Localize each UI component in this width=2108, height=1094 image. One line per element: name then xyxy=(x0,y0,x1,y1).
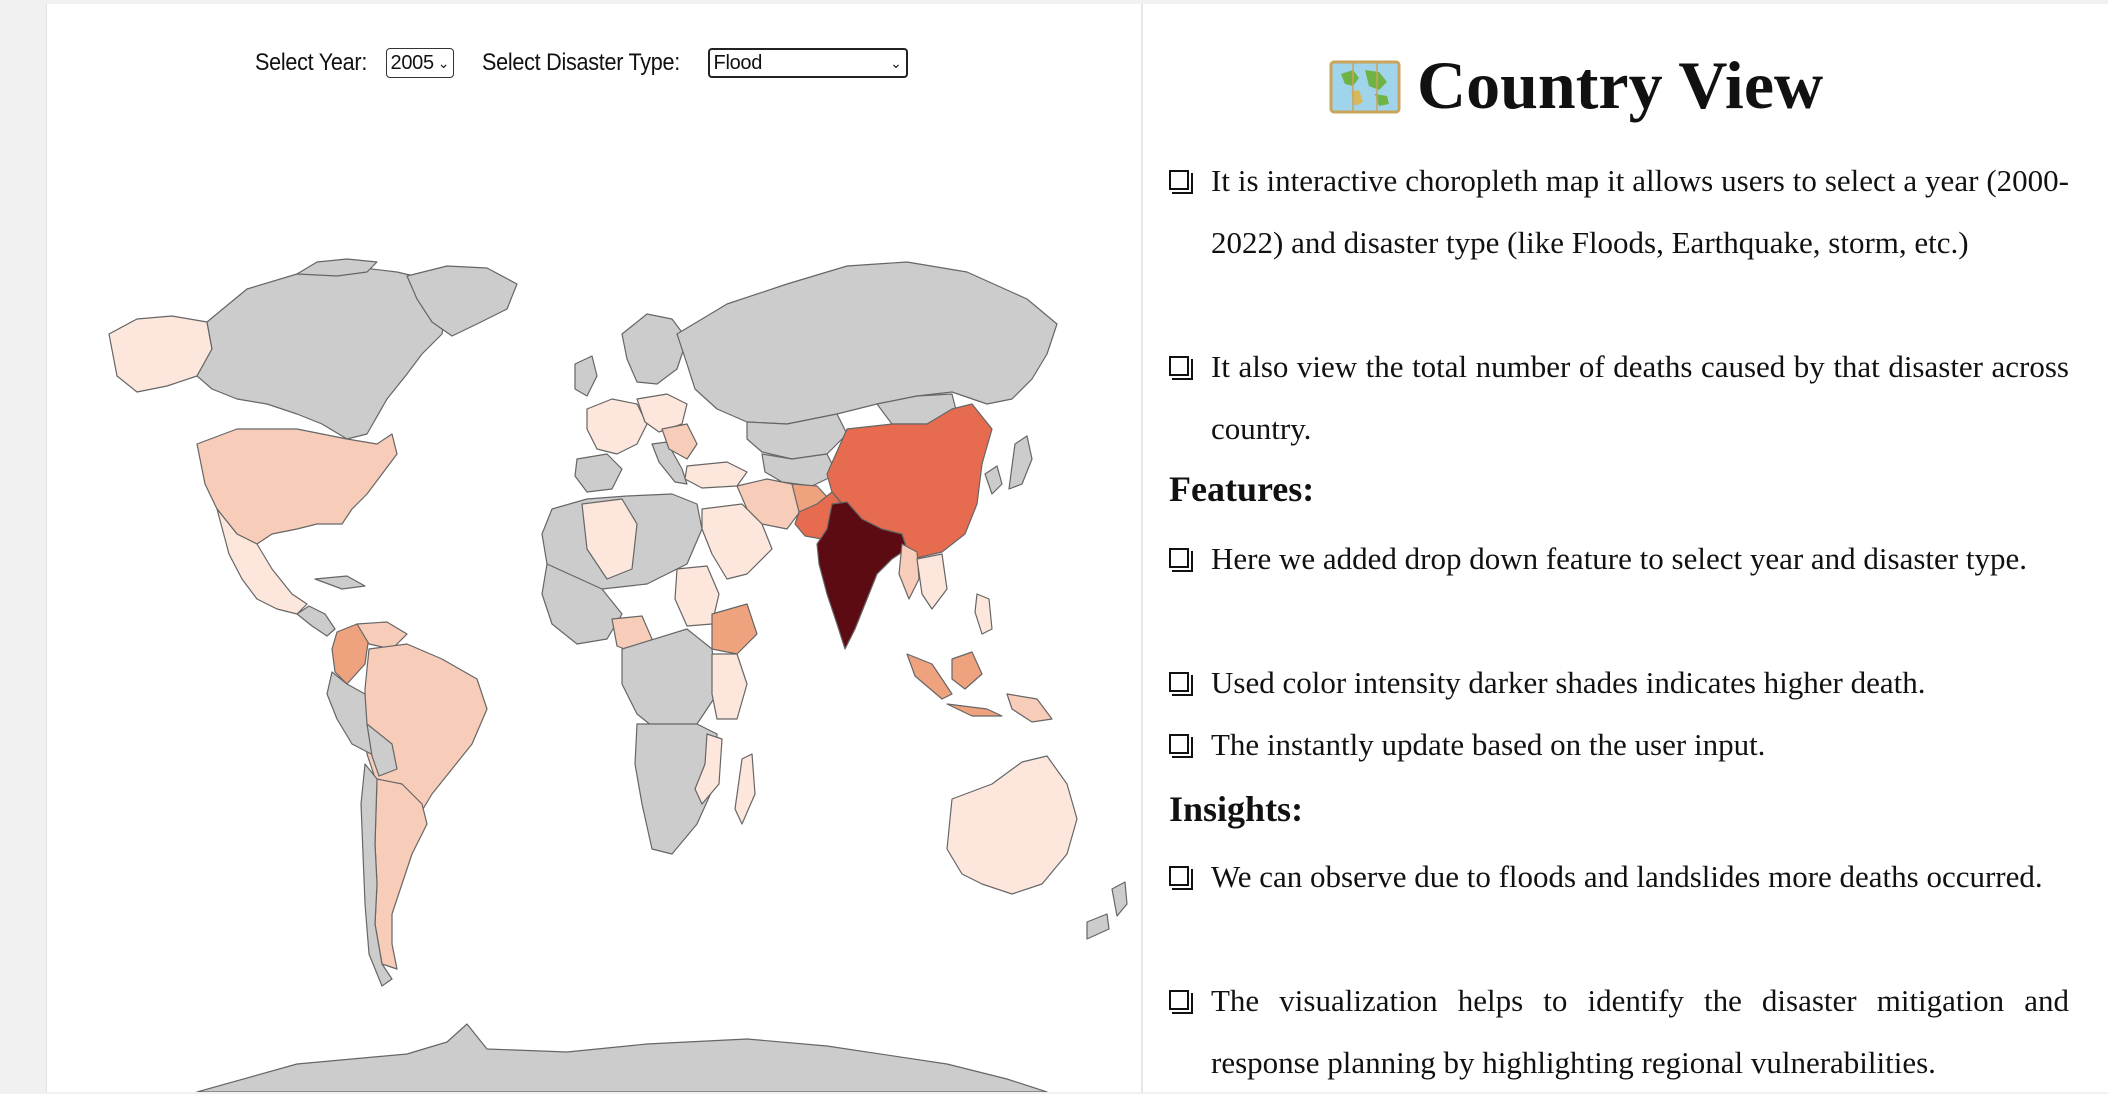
insights-heading: Insights: xyxy=(1169,789,1304,829)
country-ethiopia[interactable] xyxy=(711,603,758,655)
country-myanmar[interactable] xyxy=(898,543,920,600)
list-item: We can observe due to floods and landsli… xyxy=(1169,846,2069,908)
country-greenland[interactable] xyxy=(406,265,518,337)
country-antarctica[interactable] xyxy=(196,1023,1048,1092)
country-alaska[interactable] xyxy=(108,315,213,393)
country-new-zealand[interactable] xyxy=(1111,881,1128,917)
list-item: It also view the total number of deaths … xyxy=(1169,336,2069,460)
list-item: Here we added drop down feature to selec… xyxy=(1169,528,2069,590)
country-western-europe[interactable] xyxy=(586,398,648,455)
country-korea[interactable] xyxy=(984,465,1003,495)
country-algeria[interactable] xyxy=(581,498,638,580)
list-item: The instantly update based on the user i… xyxy=(1169,714,2069,776)
country-east-africa[interactable] xyxy=(711,653,748,720)
insight-text: The visualization helps to identify the … xyxy=(1211,983,2069,1080)
chevron-down-icon: ⌄ xyxy=(437,54,450,71)
page-frame: Select Year: 2005 ⌄ Select Disaster Type… xyxy=(46,4,2108,1092)
country-bolivia[interactable] xyxy=(366,723,398,777)
list-item: The visualization helps to identify the … xyxy=(1169,970,2069,1094)
country-philippines[interactable] xyxy=(974,593,993,635)
country-india[interactable] xyxy=(816,501,908,650)
checkbox-bullet-icon xyxy=(1169,356,1193,380)
checkbox-bullet-icon xyxy=(1169,170,1193,194)
country-balkans[interactable] xyxy=(661,423,698,460)
country-new-zealand-south[interactable] xyxy=(1086,913,1110,940)
year-select-value: 2005 xyxy=(390,51,435,74)
intro-text: It is interactive choropleth map it allo… xyxy=(1211,163,2069,260)
country-iberia[interactable] xyxy=(574,453,623,493)
country-russia[interactable] xyxy=(676,261,1058,425)
country-japan[interactable] xyxy=(1008,435,1033,490)
country-central-africa[interactable] xyxy=(621,628,718,735)
map-panel: Select Year: 2005 ⌄ Select Disaster Type… xyxy=(47,4,1143,1092)
country-canada[interactable] xyxy=(196,265,448,440)
country-central-asia[interactable] xyxy=(761,453,838,487)
choropleth-map[interactable] xyxy=(47,4,1141,1092)
list-item: It is interactive choropleth map it allo… xyxy=(1169,150,2069,274)
country-venezuela[interactable] xyxy=(356,621,408,650)
country-central-america[interactable] xyxy=(296,605,336,637)
country-argentina[interactable] xyxy=(374,778,428,970)
chevron-down-icon: ⌄ xyxy=(890,54,902,71)
checkbox-bullet-icon xyxy=(1169,672,1193,696)
feature-text: The instantly update based on the user i… xyxy=(1211,727,1766,762)
page-title-text: Country View xyxy=(1417,47,1824,123)
country-madagascar[interactable] xyxy=(734,753,756,825)
country-cuba[interactable] xyxy=(314,575,366,590)
page-title: Country View xyxy=(1329,46,1823,125)
checkbox-bullet-icon xyxy=(1169,548,1193,572)
description-panel: Country View It is interactive choroplet… xyxy=(1157,4,2107,1092)
feature-text: Used color intensity darker shades indic… xyxy=(1211,665,1926,700)
year-select[interactable]: 2005 ⌄ xyxy=(385,48,454,78)
insight-text: We can observe due to floods and landsli… xyxy=(1211,859,2043,894)
country-chile[interactable] xyxy=(360,763,393,987)
checkbox-bullet-icon xyxy=(1169,734,1193,758)
checkbox-bullet-icon xyxy=(1169,866,1193,890)
country-mozambique[interactable] xyxy=(694,733,723,805)
country-saudi-arabia[interactable] xyxy=(701,503,773,580)
country-mexico[interactable] xyxy=(216,508,308,615)
country-southern-africa[interactable] xyxy=(634,723,718,855)
list-item: Used color intensity darker shades indic… xyxy=(1169,652,2069,714)
country-australia[interactable] xyxy=(946,755,1078,895)
disaster-type-select[interactable]: Flood ⌄ xyxy=(707,48,908,78)
country-united-kingdom[interactable] xyxy=(574,355,598,397)
intro-text: It also view the total number of deaths … xyxy=(1211,349,2069,446)
filter-controls: Select Year: 2005 ⌄ Select Disaster Type… xyxy=(255,48,908,78)
country-central-europe[interactable] xyxy=(636,393,688,433)
country-turkey[interactable] xyxy=(684,461,748,489)
country-arctic-islands[interactable] xyxy=(296,258,378,277)
country-southeast-asia[interactable] xyxy=(916,553,948,610)
country-papua[interactable] xyxy=(1006,693,1053,723)
disaster-type-select-value: Flood xyxy=(713,51,763,74)
world-map-icon xyxy=(1329,60,1401,113)
country-indonesia-java[interactable] xyxy=(946,703,1003,717)
country-indonesia-borneo[interactable] xyxy=(951,651,983,690)
checkbox-bullet-icon xyxy=(1169,990,1193,1014)
country-indonesia-sumatra[interactable] xyxy=(906,653,953,700)
year-label: Select Year: xyxy=(255,49,368,76)
country-scandinavia[interactable] xyxy=(621,313,688,385)
disaster-type-label: Select Disaster Type: xyxy=(481,49,680,76)
feature-text: Here we added drop down feature to selec… xyxy=(1211,541,2027,576)
features-heading: Features: xyxy=(1169,469,1315,509)
country-west-africa[interactable] xyxy=(541,563,623,645)
